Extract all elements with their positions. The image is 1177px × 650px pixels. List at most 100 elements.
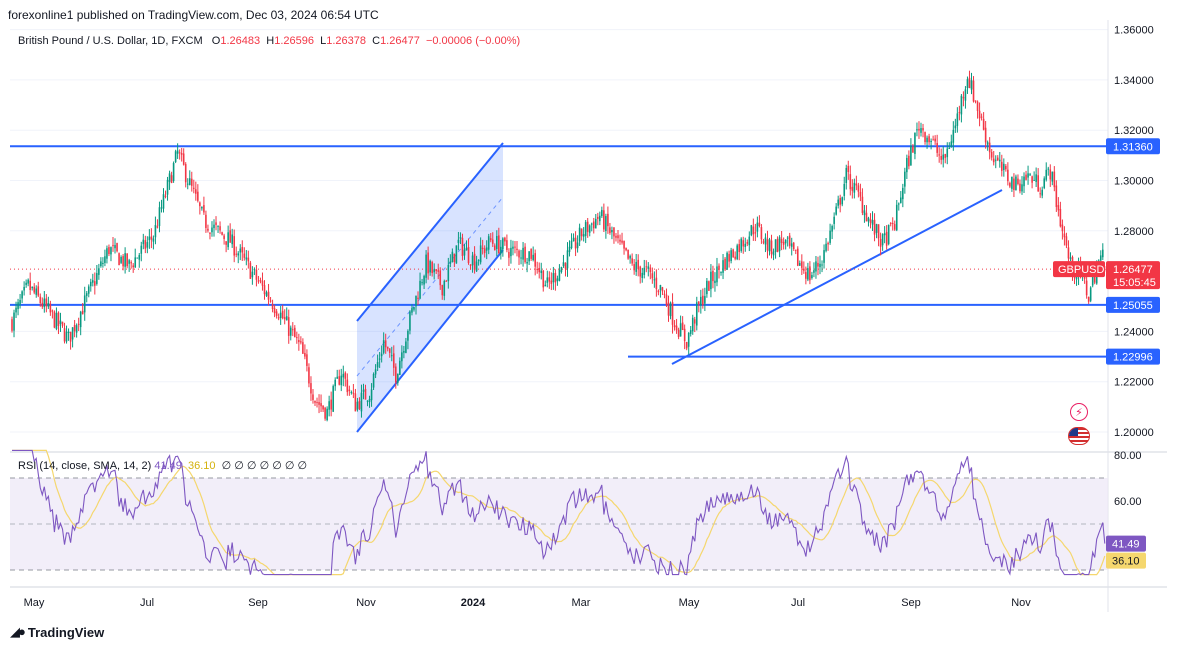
- tradingview-brand[interactable]: ◢● TradingView: [10, 624, 104, 640]
- candle-body: [803, 268, 805, 271]
- candle: [599, 211, 601, 226]
- candle-body: [514, 246, 516, 248]
- candle: [881, 233, 884, 251]
- candle: [114, 238, 116, 254]
- candle-body: [1023, 176, 1025, 187]
- symbol-legend[interactable]: British Pound / U.S. Dollar, 1D, FXCM O1…: [18, 35, 520, 47]
- candle-body: [607, 213, 609, 227]
- candle: [556, 275, 559, 286]
- candle: [1049, 164, 1052, 187]
- candle: [992, 150, 995, 166]
- candle: [770, 234, 773, 259]
- candle-body: [217, 225, 219, 227]
- candle-body: [457, 239, 460, 244]
- candle: [473, 246, 476, 274]
- candle: [453, 253, 456, 268]
- candle-body: [784, 239, 787, 244]
- candle: [948, 142, 951, 149]
- candle-body: [126, 253, 128, 267]
- candle-body: [110, 247, 112, 255]
- candle-body: [273, 308, 276, 314]
- candle: [906, 154, 908, 180]
- candle: [51, 309, 54, 319]
- candle-body: [883, 233, 886, 236]
- level-badge-bg: [1106, 138, 1160, 155]
- candle-body: [926, 137, 928, 143]
- us-flag-icon[interactable]: [1068, 427, 1090, 445]
- candle-body: [213, 224, 215, 229]
- candle: [431, 260, 433, 277]
- candle: [275, 308, 278, 319]
- candle: [518, 249, 520, 265]
- candle: [132, 263, 134, 273]
- candle: [631, 253, 633, 266]
- candle: [279, 306, 282, 325]
- candle-body: [986, 142, 989, 145]
- candle: [366, 400, 369, 407]
- candle-body: [506, 240, 508, 250]
- open-value: 1.26483: [220, 35, 261, 47]
- candle-body: [1009, 182, 1011, 187]
- candle: [752, 218, 755, 241]
- candle-body: [590, 223, 593, 225]
- candle: [1041, 186, 1043, 199]
- candle: [538, 262, 541, 279]
- candle: [380, 345, 383, 363]
- candle: [71, 327, 74, 348]
- candle-body: [877, 224, 880, 239]
- candle-body: [146, 242, 149, 248]
- candle: [172, 161, 175, 183]
- candle: [205, 210, 207, 233]
- candle: [124, 247, 126, 274]
- candle: [607, 206, 609, 234]
- lightning-icon[interactable]: ⚡: [1070, 403, 1088, 421]
- candle: [225, 241, 227, 253]
- candle-body: [67, 331, 70, 333]
- candle-body: [994, 159, 997, 161]
- candle-body: [124, 253, 126, 267]
- candle: [130, 260, 132, 269]
- candle-body: [415, 295, 417, 307]
- support-trendline: [671, 189, 1003, 365]
- candle: [689, 325, 692, 337]
- candle-body: [825, 243, 827, 251]
- candle-body: [352, 392, 355, 394]
- candle-body: [267, 291, 270, 300]
- candle: [47, 296, 50, 309]
- candle: [415, 295, 417, 315]
- candle-body: [277, 317, 280, 319]
- candle: [815, 256, 817, 279]
- candle: [875, 223, 878, 239]
- candle: [489, 233, 492, 243]
- candle-body: [21, 291, 23, 299]
- symbol-name[interactable]: British Pound / U.S. Dollar, 1D, FXCM: [18, 35, 203, 47]
- candle-body: [81, 310, 84, 315]
- candle: [354, 388, 357, 412]
- candle-body: [449, 261, 452, 264]
- candle-body: [980, 116, 983, 118]
- rsi-legend[interactable]: RSI (14, close, SMA, 14, 2) 41.49 36.10 …: [18, 459, 307, 472]
- candle-body: [43, 298, 46, 308]
- candle: [916, 122, 918, 137]
- candle-body: [623, 241, 625, 249]
- candle-body: [65, 331, 68, 342]
- candle-body: [504, 237, 506, 242]
- candle: [237, 251, 240, 264]
- candle-body: [229, 230, 231, 243]
- candle-body: [918, 128, 920, 131]
- candle-body: [813, 270, 815, 273]
- candle: [39, 293, 42, 307]
- candle: [1069, 252, 1072, 262]
- candle-body: [1059, 208, 1062, 227]
- candle: [291, 322, 294, 337]
- candle-body: [900, 197, 902, 203]
- candle: [586, 217, 589, 238]
- candle: [203, 196, 205, 215]
- candle: [239, 244, 242, 261]
- candle: [926, 135, 928, 149]
- rsi-title[interactable]: RSI (14, close, SMA, 14, 2): [18, 460, 152, 472]
- candle-body: [722, 260, 724, 273]
- candle: [475, 255, 478, 272]
- candle: [839, 194, 841, 213]
